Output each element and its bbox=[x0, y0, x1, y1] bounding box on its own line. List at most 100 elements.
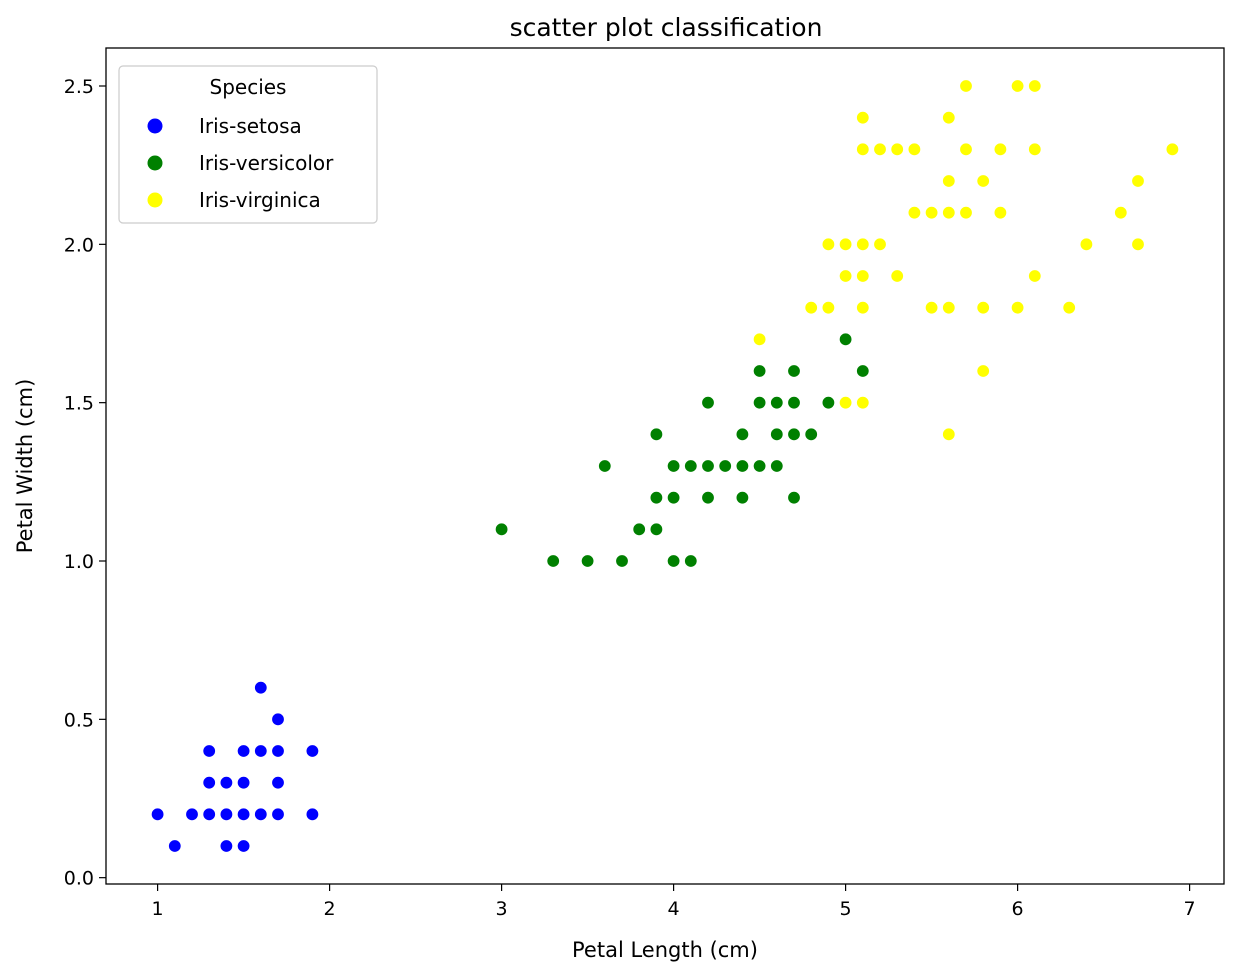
y-tick-label: 1.5 bbox=[64, 393, 94, 415]
data-point bbox=[580, 554, 595, 568]
data-point bbox=[976, 174, 990, 188]
data-point bbox=[907, 142, 922, 157]
data-point bbox=[1165, 142, 1180, 157]
data-point bbox=[942, 174, 956, 188]
legend-marker bbox=[147, 118, 163, 134]
x-axis-label: Petal Length (cm) bbox=[572, 938, 758, 962]
legend-label: Iris-virginica bbox=[199, 188, 321, 212]
data-point bbox=[838, 269, 853, 283]
x-tick-label: 6 bbox=[1012, 898, 1024, 920]
data-point bbox=[787, 395, 801, 410]
data-point bbox=[856, 142, 870, 157]
data-point bbox=[856, 237, 870, 252]
data-point bbox=[666, 490, 681, 505]
data-point bbox=[821, 300, 836, 315]
data-point bbox=[993, 205, 1008, 220]
data-point bbox=[202, 807, 216, 822]
data-points bbox=[150, 79, 1180, 853]
data-point bbox=[1131, 174, 1145, 188]
data-point bbox=[718, 459, 732, 473]
data-point bbox=[735, 427, 750, 442]
x-tick-label: 1 bbox=[152, 898, 164, 920]
data-point bbox=[219, 807, 234, 822]
data-point bbox=[838, 332, 853, 347]
data-point bbox=[890, 142, 904, 157]
data-point bbox=[942, 427, 956, 442]
data-point bbox=[821, 395, 836, 410]
data-point bbox=[649, 427, 664, 442]
data-point bbox=[787, 427, 801, 442]
data-point bbox=[1079, 237, 1094, 252]
y-axis-ticks: 0.0 0.5 1.0 1.5 2.0 2.5 bbox=[64, 76, 106, 890]
data-point bbox=[202, 775, 216, 790]
data-point bbox=[873, 237, 887, 252]
data-point bbox=[1010, 300, 1025, 315]
data-point bbox=[735, 459, 750, 473]
data-point bbox=[494, 522, 509, 537]
data-point bbox=[236, 807, 251, 822]
data-point bbox=[271, 744, 285, 758]
data-point bbox=[615, 554, 629, 568]
legend-label: Iris-versicolor bbox=[199, 151, 334, 175]
data-point bbox=[856, 110, 870, 125]
data-point bbox=[856, 300, 870, 315]
data-point bbox=[254, 680, 268, 695]
data-point bbox=[752, 459, 767, 473]
y-tick-label: 2.0 bbox=[64, 234, 94, 256]
data-point bbox=[1028, 269, 1042, 283]
data-point bbox=[271, 712, 285, 727]
data-point bbox=[649, 522, 664, 537]
data-point bbox=[1114, 205, 1128, 220]
data-point bbox=[856, 269, 870, 283]
data-point bbox=[924, 300, 939, 315]
series-iris-setosa bbox=[150, 680, 320, 853]
data-point bbox=[632, 522, 646, 537]
data-point bbox=[236, 839, 251, 853]
data-point bbox=[787, 490, 801, 505]
data-point bbox=[838, 395, 853, 410]
data-point bbox=[942, 205, 956, 220]
legend: Species Iris-setosa Iris-versicolor Iris-v… bbox=[118, 65, 378, 224]
data-point bbox=[735, 490, 750, 505]
y-axis-label: Petal Width (cm) bbox=[13, 379, 37, 554]
legend-box bbox=[118, 65, 378, 224]
data-point bbox=[168, 839, 182, 853]
data-point bbox=[924, 205, 939, 220]
data-point bbox=[959, 79, 973, 93]
data-point bbox=[976, 364, 990, 378]
data-point bbox=[305, 807, 320, 822]
legend-items: Iris-setosa Iris-versicolor Iris-virginica bbox=[147, 114, 334, 212]
data-point bbox=[1062, 300, 1076, 315]
legend-marker bbox=[147, 192, 163, 208]
data-point bbox=[976, 300, 990, 315]
data-point bbox=[271, 807, 285, 822]
data-point bbox=[770, 427, 784, 442]
data-point bbox=[236, 775, 251, 790]
y-tick-label: 0.0 bbox=[64, 868, 94, 890]
data-point bbox=[254, 744, 268, 758]
series-iris-virginica bbox=[752, 79, 1180, 442]
data-point bbox=[838, 237, 853, 252]
data-point bbox=[701, 490, 715, 505]
data-point bbox=[202, 744, 216, 758]
y-tick-label: 2.5 bbox=[64, 76, 94, 98]
data-point bbox=[856, 364, 870, 378]
data-point bbox=[598, 459, 612, 473]
x-axis-ticks: 1 2 3 4 5 6 7 bbox=[152, 884, 1196, 920]
x-tick-label: 2 bbox=[324, 898, 336, 920]
data-point bbox=[942, 110, 956, 125]
data-point bbox=[219, 839, 234, 853]
y-tick-label: 1.0 bbox=[64, 551, 94, 573]
data-point bbox=[684, 554, 698, 568]
data-point bbox=[219, 775, 234, 790]
data-point bbox=[787, 364, 801, 378]
data-point bbox=[752, 332, 767, 347]
x-tick-label: 4 bbox=[668, 898, 680, 920]
x-tick-label: 7 bbox=[1184, 898, 1196, 920]
chart-title: scatter plot classification bbox=[510, 13, 823, 42]
data-point bbox=[546, 554, 560, 568]
data-point bbox=[150, 807, 165, 822]
data-point bbox=[959, 142, 973, 157]
data-point bbox=[236, 744, 251, 758]
